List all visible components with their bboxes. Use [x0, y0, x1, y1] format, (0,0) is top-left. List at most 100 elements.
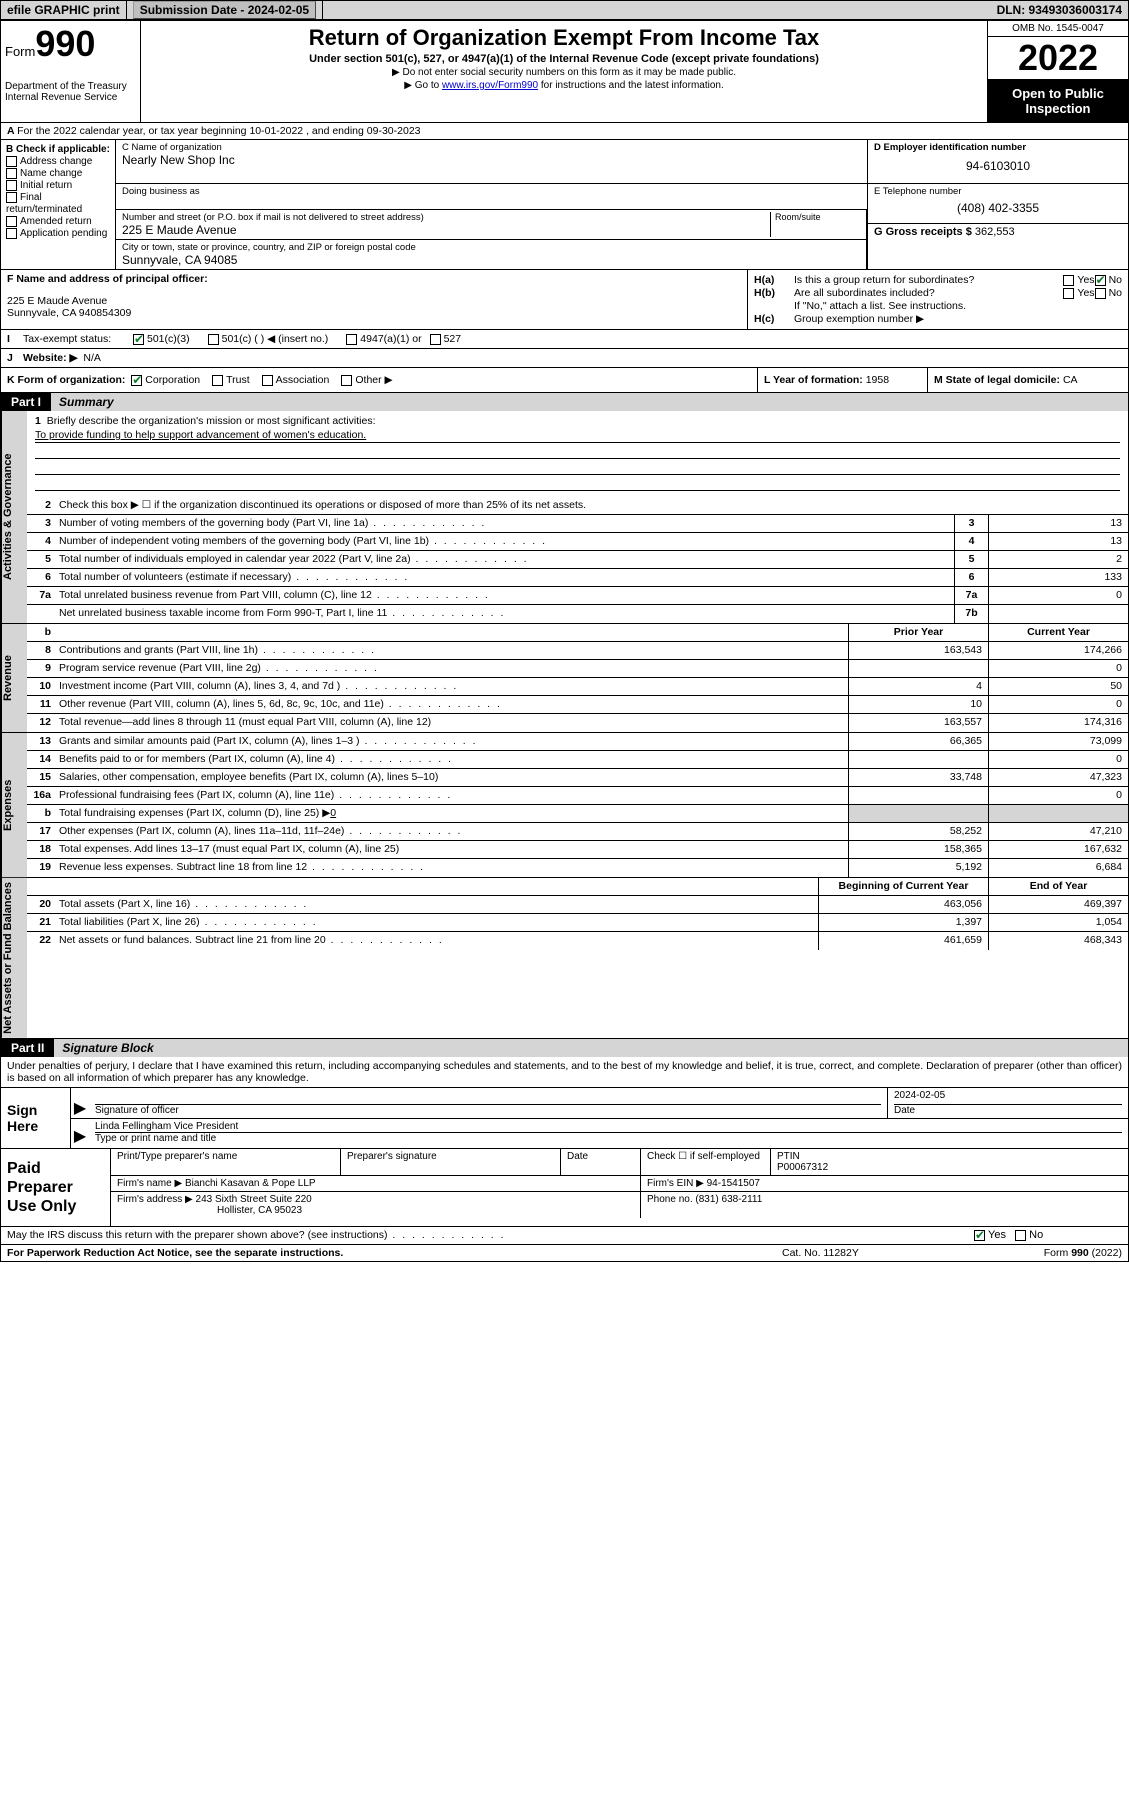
line-1: 1 Briefly describe the organization's mi…: [27, 411, 1128, 497]
part2-header: Part IISignature Block: [1, 1039, 1128, 1057]
officer-name: Linda Fellingham Vice President: [95, 1121, 1122, 1132]
line-18: Total expenses. Add lines 13–17 (must eq…: [55, 841, 848, 858]
chk-ha-yes[interactable]: [1063, 275, 1074, 286]
line-15: Salaries, other compensation, employee b…: [55, 769, 848, 786]
sig-date: 2024-02-05: [894, 1090, 1122, 1104]
vtab-netassets: Net Assets or Fund Balances: [1, 878, 27, 1038]
section-c: C Name of organization Nearly New Shop I…: [116, 140, 868, 269]
section-h: H(a)Is this a group return for subordina…: [748, 270, 1128, 329]
self-employed-check: Check ☐ if self-employed: [641, 1149, 771, 1175]
irs-link[interactable]: www.irs.gov/Form990: [442, 80, 538, 91]
chk-initial[interactable]: [6, 180, 17, 191]
line-7a: Total unrelated business revenue from Pa…: [55, 587, 954, 604]
telephone: (408) 402-3355: [874, 201, 1122, 215]
line-10: Investment income (Part VIII, column (A)…: [55, 678, 848, 695]
sig-declaration: Under penalties of perjury, I declare th…: [1, 1057, 1128, 1088]
prior-year-hdr: Prior Year: [848, 624, 988, 641]
line-5: Total number of individuals employed in …: [55, 551, 954, 568]
chk-hb-yes[interactable]: [1063, 288, 1074, 299]
line-12: Total revenue—add lines 8 through 11 (mu…: [55, 714, 848, 732]
ein: 94-6103010: [874, 159, 1122, 173]
chk-discuss-no[interactable]: [1015, 1230, 1026, 1241]
line-16b: Total fundraising expenses (Part IX, col…: [55, 805, 848, 822]
chk-address-change[interactable]: [6, 156, 17, 167]
discuss-question: May the IRS discuss this return with the…: [1, 1227, 968, 1244]
line-7b: Net unrelated business taxable income fr…: [55, 605, 954, 623]
chk-ha-no[interactable]: [1095, 275, 1106, 286]
vtab-expenses: Expenses: [1, 733, 27, 877]
chk-hb-no[interactable]: [1095, 288, 1106, 299]
city-label: City or town, state or province, country…: [122, 242, 860, 253]
chk-assoc[interactable]: [262, 375, 273, 386]
line-3: Number of voting members of the governin…: [55, 515, 954, 532]
line-16a: Professional fundraising fees (Part IX, …: [55, 787, 848, 804]
open-public: Open to Public Inspection: [988, 80, 1128, 122]
begin-year-hdr: Beginning of Current Year: [818, 878, 988, 895]
line-13: Grants and similar amounts paid (Part IX…: [55, 733, 848, 750]
firm-ein: 94-1541507: [707, 1178, 760, 1189]
chk-amended[interactable]: [6, 216, 17, 227]
current-year-hdr: Current Year: [988, 624, 1128, 641]
website: N/A: [83, 352, 101, 364]
line-a: A For the 2022 calendar year, or tax yea…: [1, 123, 1128, 140]
room-label: Room/suite: [775, 212, 821, 222]
line-14: Benefits paid to or for members (Part IX…: [55, 751, 848, 768]
sign-here-block: Sign Here ▶ Signature of officer 2024-02…: [1, 1088, 1128, 1149]
street-label: Number and street (or P.O. box if mail i…: [122, 212, 770, 223]
chk-other[interactable]: [341, 375, 352, 386]
dln: DLN: 93493036003174: [991, 1, 1128, 19]
vtab-governance: Activities & Governance: [1, 411, 27, 623]
paid-preparer-block: Paid Preparer Use Only Print/Type prepar…: [1, 1149, 1128, 1228]
page-footer: For Paperwork Reduction Act Notice, see …: [1, 1245, 1128, 1261]
note-ssn: ▶ Do not enter social security numbers o…: [147, 67, 981, 78]
chk-application[interactable]: [6, 228, 17, 239]
gross-receipts: 362,553: [975, 226, 1015, 238]
line-m: M State of legal domicile: CA: [928, 368, 1128, 392]
officer-sig-label: Signature of officer: [95, 1104, 881, 1116]
city-value: Sunnyvale, CA 94085: [122, 253, 860, 267]
chk-501c[interactable]: [208, 334, 219, 345]
preparer-sig-label: Preparer's signature: [341, 1149, 561, 1175]
tax-year: 2022: [988, 37, 1128, 80]
line-21: Total liabilities (Part X, line 26): [55, 914, 818, 931]
firm-address: 243 Sixth Street Suite 220: [196, 1194, 312, 1205]
firm-phone: (831) 638-2111: [695, 1194, 762, 1205]
top-bar: efile GRAPHIC print Submission Date - 20…: [0, 0, 1129, 20]
line-k: K Form of organization: Corporation Trus…: [1, 368, 758, 392]
line-j: JWebsite: ▶ N/A: [1, 349, 1128, 368]
section-g: G Gross receipts $ 362,553: [868, 224, 1128, 248]
line-11: Other revenue (Part VIII, column (A), li…: [55, 696, 848, 713]
chk-trust[interactable]: [212, 375, 223, 386]
form-990: Form990 Department of the TreasuryIntern…: [0, 20, 1129, 1262]
dba-label: Doing business as: [122, 186, 861, 197]
chk-final[interactable]: [6, 192, 17, 203]
note-link: ▶ Go to www.irs.gov/Form990 for instruct…: [147, 80, 981, 91]
vtab-revenue: Revenue: [1, 624, 27, 732]
mission-text: To provide funding to help support advan…: [35, 429, 1120, 443]
line-9: Program service revenue (Part VIII, line…: [55, 660, 848, 677]
chk-discuss-yes[interactable]: [974, 1230, 985, 1241]
chk-501c3[interactable]: [133, 334, 144, 345]
line-4: Number of independent voting members of …: [55, 533, 954, 550]
efile-label: efile GRAPHIC print: [1, 1, 127, 19]
line-19: Revenue less expenses. Subtract line 18 …: [55, 859, 848, 877]
ptin: P00067312: [777, 1162, 828, 1173]
chk-527[interactable]: [430, 334, 441, 345]
preparer-date-label: Date: [561, 1149, 641, 1175]
dept-treasury: Department of the TreasuryInternal Reven…: [5, 81, 136, 103]
line-20: Total assets (Part X, line 16): [55, 896, 818, 913]
chk-name-change[interactable]: [6, 168, 17, 179]
firm-name: Bianchi Kasavan & Pope LLP: [185, 1178, 316, 1189]
org-name: Nearly New Shop Inc: [122, 153, 861, 167]
line-6: Total number of volunteers (estimate if …: [55, 569, 954, 586]
line-i: ITax-exempt status: 501(c)(3) 501(c) ( )…: [1, 330, 1128, 349]
line-22: Net assets or fund balances. Subtract li…: [55, 932, 818, 950]
chk-corp[interactable]: [131, 375, 142, 386]
chk-4947[interactable]: [346, 334, 357, 345]
form-title: Return of Organization Exempt From Incom…: [147, 25, 981, 51]
submission-date-btn[interactable]: Submission Date - 2024-02-05: [133, 1, 316, 19]
street-value: 225 E Maude Avenue: [122, 223, 770, 237]
line-2: Check this box ▶ ☐ if the organization d…: [55, 497, 1128, 514]
line-8: Contributions and grants (Part VIII, lin…: [55, 642, 848, 659]
section-e: E Telephone number (408) 402-3355: [868, 184, 1128, 224]
